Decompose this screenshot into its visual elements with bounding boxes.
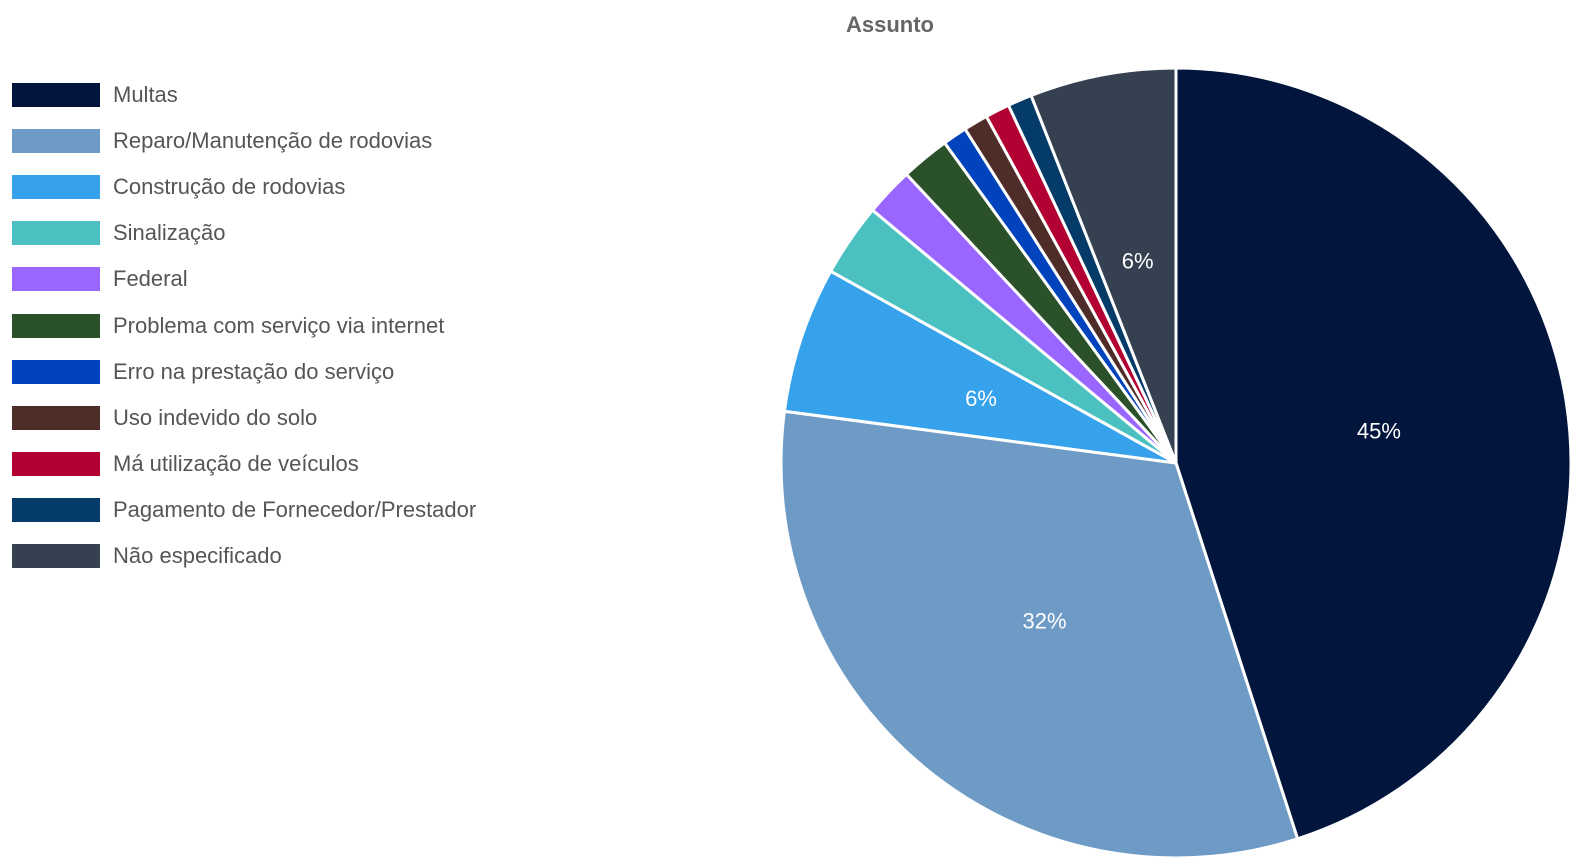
pie-slice[interactable] <box>779 409 1300 857</box>
legend-label: Multas <box>113 82 178 107</box>
slice-value-label: 6% <box>965 386 997 411</box>
pie-slices <box>779 66 1571 857</box>
legend-swatch <box>12 359 100 384</box>
legend-item[interactable]: Federal <box>12 264 612 294</box>
legend-item[interactable]: Não especificado <box>12 541 612 571</box>
legend-item[interactable]: Pagamento de Fornecedor/Prestador <box>12 495 612 525</box>
legend-swatch <box>12 83 100 107</box>
pie-slice[interactable] <box>1029 66 1178 465</box>
legend-label: Má utilização de veículos <box>113 450 359 476</box>
legend-swatch <box>12 405 100 430</box>
legend-item[interactable]: Multas <box>12 80 612 110</box>
chart-title: Assunto <box>846 12 934 37</box>
slice-value-label: 45% <box>1357 419 1401 444</box>
legend-label: Não especificado <box>113 543 282 568</box>
legend-swatch <box>12 497 100 522</box>
legend-item[interactable]: Má utilização de veículos <box>12 449 612 479</box>
legend-item[interactable]: Erro na prestação do serviço <box>12 357 612 387</box>
legend-label: Construção de rodovias <box>113 174 346 200</box>
legend-label: Uso indevido do solo <box>113 404 318 430</box>
legend-label: Erro na prestação do serviço <box>113 358 395 384</box>
legend-item[interactable]: Uso indevido do solo <box>12 403 612 433</box>
pie-slice[interactable] <box>1174 66 1571 841</box>
legend-swatch <box>12 267 100 292</box>
legend-swatch <box>12 129 100 154</box>
legend-swatch <box>12 175 100 200</box>
legend-item[interactable]: Construção de rodovias <box>12 172 612 202</box>
legend-swatch <box>12 313 100 338</box>
legend-item[interactable]: Reparo/Manutenção de rodovias <box>12 126 612 156</box>
legend-label: Reparo/Manutenção de rodovias <box>113 128 433 154</box>
legend-item[interactable]: Sinalização <box>12 218 612 248</box>
slice-value-label: 6% <box>1122 249 1154 274</box>
legend-swatch <box>12 221 100 246</box>
legend-label: Sinalização <box>113 220 226 246</box>
pie-slice[interactable] <box>782 269 1178 465</box>
legend-swatch <box>12 451 100 476</box>
legend-label: Pagamento de Fornecedor/Prestador <box>113 496 477 522</box>
slice-value-label: 32% <box>1022 608 1066 633</box>
legend-label: Federal <box>113 266 188 292</box>
legend-label: Problema com serviço via internet <box>113 312 445 338</box>
pie-slice-labels: 45% 32% 6% 6% <box>965 249 1401 634</box>
legend-swatch <box>12 544 100 568</box>
legend-item[interactable]: Problema com serviço via internet <box>12 311 612 341</box>
